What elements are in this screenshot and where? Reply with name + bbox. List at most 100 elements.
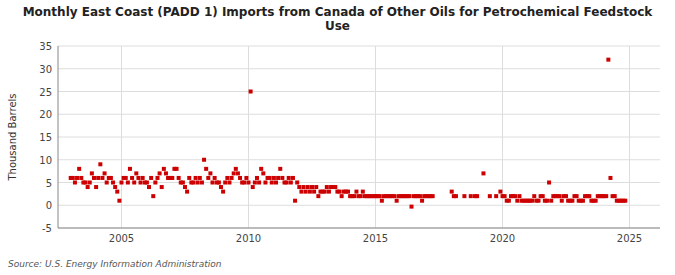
point xyxy=(120,181,124,185)
point xyxy=(547,181,551,185)
y-grid-line xyxy=(58,114,660,115)
y-grid-line xyxy=(58,91,660,92)
point xyxy=(211,181,215,185)
point xyxy=(316,194,320,198)
point xyxy=(293,199,297,203)
x-grid-line xyxy=(248,46,249,228)
point xyxy=(515,199,519,203)
y-tick-label: 25 xyxy=(39,87,52,98)
point xyxy=(380,199,384,203)
point xyxy=(361,190,365,194)
point xyxy=(257,181,261,185)
x-grid-line xyxy=(502,46,503,228)
point xyxy=(431,194,435,198)
point xyxy=(103,171,107,175)
point xyxy=(333,185,337,189)
point xyxy=(126,181,130,185)
point xyxy=(177,176,181,180)
y-tick-label: 5 xyxy=(46,178,52,189)
point xyxy=(418,194,422,198)
point xyxy=(170,176,174,180)
point xyxy=(581,199,585,203)
point xyxy=(217,181,221,185)
point xyxy=(287,176,291,180)
point xyxy=(234,167,238,171)
title-line: Use xyxy=(325,19,350,33)
point xyxy=(564,194,568,198)
point xyxy=(308,190,312,194)
point xyxy=(132,181,136,185)
point xyxy=(507,199,511,203)
point xyxy=(259,167,263,171)
point xyxy=(249,90,253,94)
point xyxy=(570,199,574,203)
point xyxy=(92,176,96,180)
grid xyxy=(58,46,660,228)
title-line: Monthly East Coast (PADD 1) Imports from… xyxy=(23,5,654,19)
point xyxy=(158,171,162,175)
point xyxy=(587,194,591,198)
point xyxy=(346,190,350,194)
point xyxy=(149,176,153,180)
y-tick-label: 10 xyxy=(39,155,52,166)
point xyxy=(147,185,151,189)
point xyxy=(530,199,534,203)
x-tick-label: 2005 xyxy=(109,233,134,244)
point xyxy=(359,194,363,198)
point xyxy=(225,176,229,180)
y-grid-line xyxy=(58,68,660,69)
point xyxy=(230,176,234,180)
point xyxy=(151,194,155,198)
point xyxy=(96,176,100,180)
point xyxy=(181,181,185,185)
point xyxy=(141,176,145,180)
point xyxy=(124,176,128,180)
point xyxy=(109,176,113,180)
point xyxy=(297,185,301,189)
point xyxy=(164,171,168,175)
point xyxy=(537,199,541,203)
point xyxy=(352,194,356,198)
point xyxy=(236,171,240,175)
point xyxy=(420,199,424,203)
point xyxy=(242,181,246,185)
point xyxy=(310,185,314,189)
point xyxy=(274,181,278,185)
point xyxy=(304,190,308,194)
point xyxy=(306,185,310,189)
y-axis-label: Thousand Barrels xyxy=(7,93,18,181)
point xyxy=(187,176,191,180)
x-grid-line xyxy=(629,46,630,228)
point xyxy=(503,194,507,198)
point xyxy=(289,181,293,185)
point xyxy=(261,171,265,175)
point xyxy=(194,176,198,180)
y-tick-label: 0 xyxy=(46,200,52,211)
title: Monthly East Coast (PADD 1) Imports from… xyxy=(23,5,654,33)
point xyxy=(206,176,210,180)
point xyxy=(558,194,562,198)
point xyxy=(185,190,189,194)
point xyxy=(407,194,411,198)
point xyxy=(175,167,179,171)
point xyxy=(75,176,79,180)
point xyxy=(604,194,608,198)
point xyxy=(327,190,331,194)
point xyxy=(77,167,81,171)
point xyxy=(462,194,466,198)
point xyxy=(219,185,223,189)
y-tick-label: 15 xyxy=(39,132,52,143)
point xyxy=(312,190,316,194)
point xyxy=(295,181,299,185)
point xyxy=(247,181,251,185)
point xyxy=(513,194,517,198)
point xyxy=(94,185,98,189)
point xyxy=(594,199,598,203)
point xyxy=(223,181,227,185)
point xyxy=(340,194,344,198)
point xyxy=(549,199,553,203)
point xyxy=(98,162,102,166)
point xyxy=(280,176,284,180)
point xyxy=(221,190,225,194)
point xyxy=(481,171,485,175)
